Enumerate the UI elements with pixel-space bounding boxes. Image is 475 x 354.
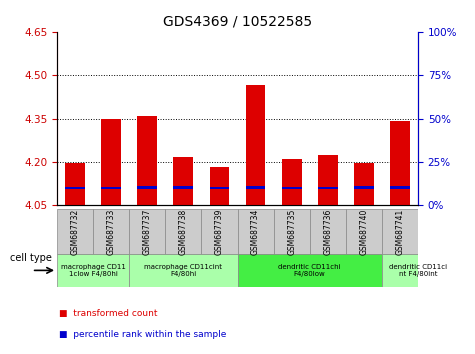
Text: ■  transformed count: ■ transformed count [59, 309, 158, 318]
Bar [173, 186, 193, 189]
Text: GSM687741: GSM687741 [396, 208, 404, 255]
Bar [246, 186, 266, 189]
Bar [129, 254, 238, 287]
Bar [137, 186, 157, 189]
Bar [129, 209, 165, 254]
Text: macrophage CD11cint
F4/80hi: macrophage CD11cint F4/80hi [144, 264, 222, 277]
Bar [57, 254, 129, 287]
Bar [310, 209, 346, 254]
Text: ■  percentile rank within the sample: ■ percentile rank within the sample [59, 330, 227, 339]
Bar [93, 209, 129, 254]
Bar [209, 167, 229, 205]
Bar [274, 209, 310, 254]
Text: GSM687739: GSM687739 [215, 208, 224, 255]
Bar [165, 209, 201, 254]
Bar [57, 209, 93, 254]
Bar [282, 187, 302, 189]
Text: cell type: cell type [10, 253, 52, 263]
Text: GSM687735: GSM687735 [287, 208, 296, 255]
Text: GSM687733: GSM687733 [107, 208, 115, 255]
Bar [101, 187, 121, 189]
Text: GSM687737: GSM687737 [143, 208, 152, 255]
Bar [382, 209, 418, 254]
Bar [101, 119, 121, 205]
Bar [318, 155, 338, 205]
Bar [354, 163, 374, 205]
Text: GDS4369 / 10522585: GDS4369 / 10522585 [163, 14, 312, 28]
Text: GSM687736: GSM687736 [323, 208, 332, 255]
Bar [390, 186, 410, 189]
Text: GSM687732: GSM687732 [71, 208, 79, 255]
Bar [318, 187, 338, 189]
Bar [354, 186, 374, 189]
Bar [238, 254, 382, 287]
Text: dendritic CD11chi
F4/80low: dendritic CD11chi F4/80low [278, 264, 341, 277]
Bar [390, 121, 410, 205]
Text: GSM687738: GSM687738 [179, 208, 188, 255]
Bar [65, 163, 85, 205]
Bar [201, 209, 238, 254]
Bar [173, 157, 193, 205]
Bar [209, 187, 229, 189]
Text: GSM687734: GSM687734 [251, 208, 260, 255]
Bar [282, 159, 302, 205]
Text: macrophage CD11
1clow F4/80hi: macrophage CD11 1clow F4/80hi [61, 264, 125, 277]
Bar [346, 209, 382, 254]
Bar [65, 187, 85, 189]
Bar [137, 116, 157, 205]
Text: dendritic CD11ci
nt F4/80int: dendritic CD11ci nt F4/80int [389, 264, 447, 277]
Bar [246, 85, 266, 205]
Bar [382, 254, 454, 287]
Text: GSM687740: GSM687740 [360, 208, 368, 255]
Bar [238, 209, 274, 254]
